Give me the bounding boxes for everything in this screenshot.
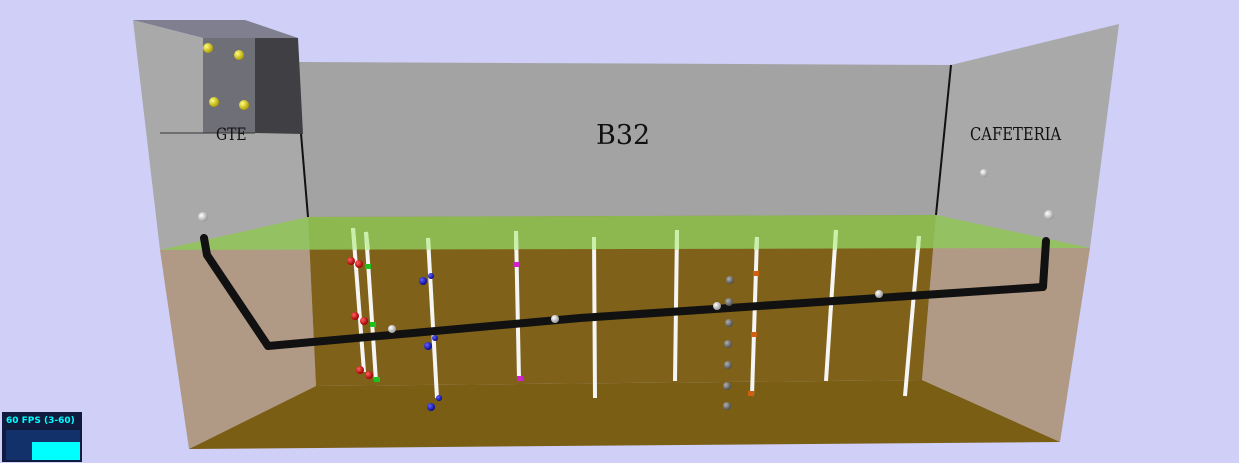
yellow-sensor [209, 97, 219, 107]
fps-graph [32, 442, 80, 460]
well-7 [824, 229, 838, 382]
white-sensor [1044, 210, 1054, 220]
gte-building-side [255, 38, 303, 134]
white-sensor [713, 302, 721, 310]
fps-stats-panel[interactable]: 60 FPS (3-60) [2, 412, 82, 462]
back-wall [295, 62, 951, 217]
yellow-sensors [203, 43, 249, 110]
well-3 [514, 230, 521, 380]
fps-readout: 60 FPS (3-60) [6, 416, 75, 426]
yellow-sensor [203, 43, 213, 53]
wall-edge-right [935, 64, 952, 216]
orange-sensors [748, 271, 759, 396]
ground-floor [189, 380, 1060, 449]
white-sensor [388, 325, 396, 333]
red-sensors [347, 257, 373, 379]
well-tops [351, 227, 921, 251]
ground-back [308, 215, 936, 386]
white-sensor [875, 290, 883, 298]
well-1b [364, 231, 378, 382]
yellow-sensor [234, 50, 244, 60]
left-underground [160, 217, 316, 449]
gte-building-front [203, 38, 255, 133]
white-sensors [198, 169, 1054, 333]
pipeline [200, 234, 1050, 350]
white-sensor [551, 315, 559, 323]
building-label-gte: GTE [216, 125, 247, 145]
green-sensors [365, 264, 380, 382]
well-2 [426, 237, 439, 399]
grass-surface [160, 215, 1090, 250]
grey-sensors [723, 276, 734, 410]
white-sensor [198, 212, 208, 222]
white-sensor [980, 169, 988, 177]
well-1a [351, 227, 366, 373]
magenta-sensors [513, 262, 523, 381]
right-wall [936, 24, 1119, 248]
wells [351, 227, 921, 399]
gte-building-top [133, 20, 298, 38]
blue-sensors [419, 273, 442, 411]
well-6 [750, 236, 759, 397]
building-label-cafeteria: CAFETERIA [970, 124, 1062, 145]
well-5 [673, 229, 679, 382]
building-label-b32: B32 [596, 120, 651, 151]
yellow-sensor [239, 100, 249, 110]
well-8 [903, 235, 921, 397]
